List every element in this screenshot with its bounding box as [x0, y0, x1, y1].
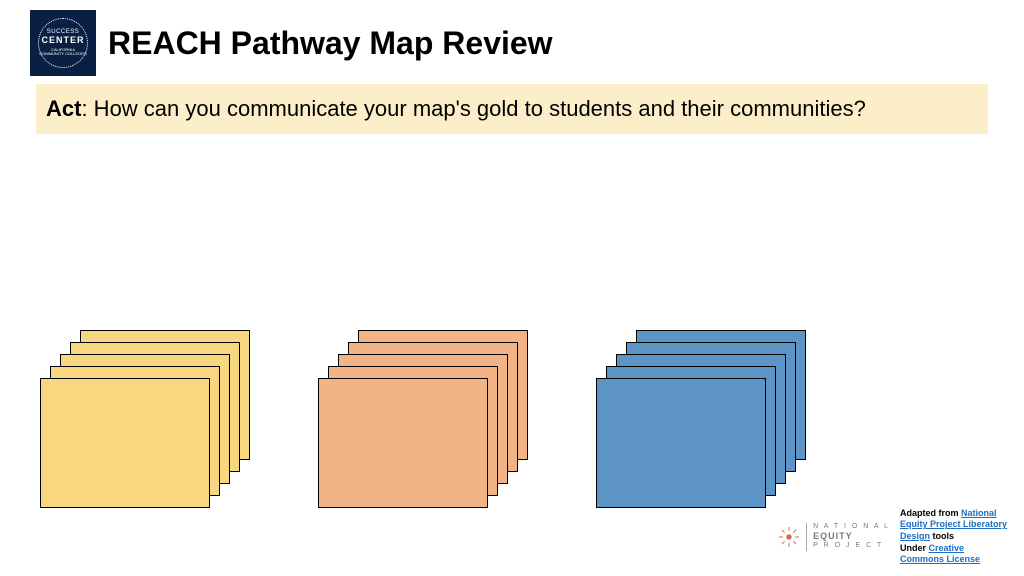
page-title: REACH Pathway Map Review — [108, 25, 553, 62]
credit-text: Adapted from National Equity Project Lib… — [900, 508, 1010, 566]
credit-under: Under — [900, 543, 929, 553]
nep-line1: N A T I O N A L — [813, 523, 890, 531]
nep-logo: N A T I O N A L EQUITY P R O J E C T — [778, 523, 890, 551]
banner-label: Act — [46, 96, 81, 121]
stack-card — [40, 378, 210, 508]
credit-pre: Adapted from — [900, 508, 961, 518]
credit-mid: tools — [930, 531, 954, 541]
success-center-logo: SUCCESS CENTER CALIFORNIA COMMUNITY COLL… — [30, 10, 96, 76]
card-stack — [596, 330, 796, 530]
card-stacks-row — [40, 330, 796, 530]
header: SUCCESS CENTER CALIFORNIA COMMUNITY COLL… — [0, 0, 1024, 76]
prompt-banner: Act: How can you communicate your map's … — [36, 84, 988, 134]
stack-card — [596, 378, 766, 508]
nep-line2: EQUITY — [813, 531, 890, 542]
banner-text: : How can you communicate your map's gol… — [81, 96, 865, 121]
nep-text: N A T I O N A L EQUITY P R O J E C T — [806, 523, 890, 551]
card-stack — [40, 330, 240, 530]
card-stack — [318, 330, 518, 530]
logo-line2: CENTER — [41, 36, 84, 46]
logo-circle: SUCCESS CENTER CALIFORNIA COMMUNITY COLL… — [38, 18, 88, 68]
footer: N A T I O N A L EQUITY P R O J E C T Ada… — [778, 508, 1010, 566]
logo-line3: CALIFORNIA COMMUNITY COLLEGES — [39, 48, 87, 57]
sunburst-icon — [778, 526, 800, 548]
stack-card — [318, 378, 488, 508]
nep-line3: P R O J E C T — [813, 542, 890, 550]
